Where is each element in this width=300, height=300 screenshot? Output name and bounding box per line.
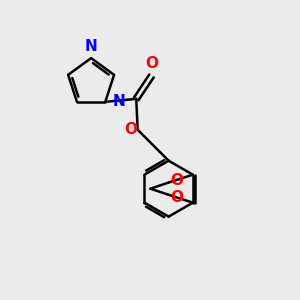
Text: O: O [170,173,183,188]
Text: O: O [145,56,158,71]
Text: N: N [113,94,125,109]
Text: O: O [125,122,138,137]
Text: O: O [170,190,183,205]
Text: N: N [85,39,98,54]
